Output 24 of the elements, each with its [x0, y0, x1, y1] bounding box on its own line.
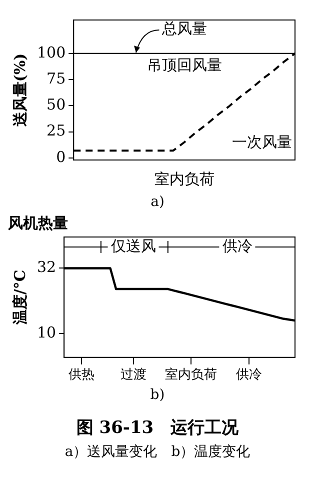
y-tick-label: 32	[36, 258, 56, 276]
text: a)	[150, 193, 166, 211]
x-tick-label: 过渡	[120, 368, 146, 383]
annotation: 供冷	[222, 236, 252, 255]
y-tick-label: 100	[36, 43, 66, 62]
x-tick-label: 室内负荷	[165, 366, 218, 383]
annotation: 吊顶回风量	[146, 56, 222, 74]
y-tick-label: 0	[56, 148, 66, 166]
text: a）送风量变化 b）温度变化	[64, 443, 252, 462]
text: 图 36-13 运行工况	[75, 417, 240, 440]
chart-title: 风机热量	[7, 214, 68, 232]
y-axis-title: 温度/°C	[10, 270, 29, 326]
text: b)	[149, 386, 166, 404]
y-tick-label: 10	[36, 324, 56, 342]
y-tick-label: 25	[46, 122, 66, 140]
x-tick-label: 供冷	[236, 368, 262, 383]
annotation: 仅送风	[110, 236, 156, 255]
y-axis-title: 送风量(%)	[10, 53, 29, 128]
x-axis-title: 室内负荷	[154, 170, 214, 188]
annotation: 总风量	[160, 20, 207, 38]
x-tick-label: 供热	[68, 368, 94, 383]
annotation: 一次风量	[232, 133, 292, 152]
y-tick-label: 75	[46, 69, 66, 88]
y-tick-label: 50	[46, 96, 66, 114]
